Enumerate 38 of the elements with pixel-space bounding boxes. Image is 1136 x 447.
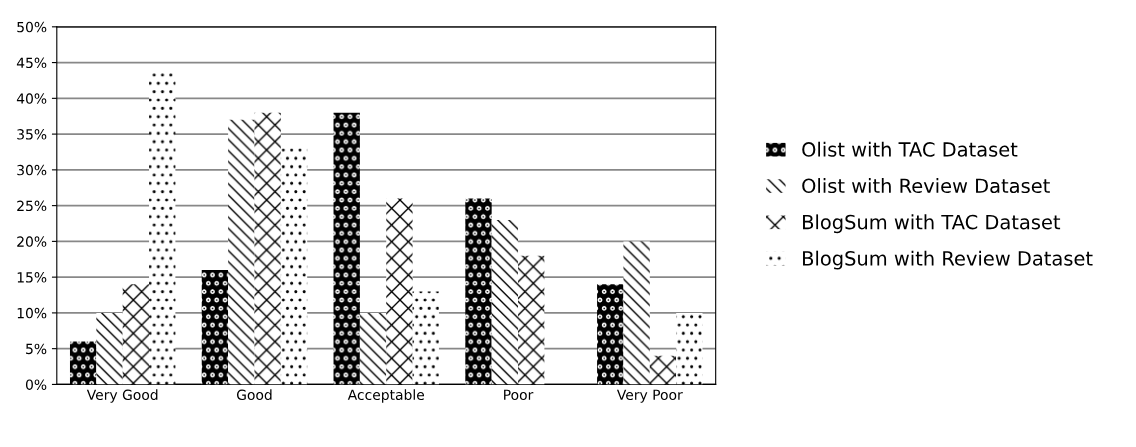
bar <box>465 198 492 385</box>
y-tick-label: 30% <box>17 164 47 176</box>
bar <box>69 341 97 385</box>
bar <box>201 269 229 385</box>
x-tick-label: Good <box>236 389 272 401</box>
y-tick-label: 25% <box>17 200 47 212</box>
y-tick-label: 10% <box>17 307 47 319</box>
bar <box>676 312 703 385</box>
y-tick-label: 15% <box>17 272 47 283</box>
bar <box>649 355 677 385</box>
y-tick-label: 45% <box>16 57 47 69</box>
bar <box>254 112 281 385</box>
bar <box>359 312 387 385</box>
bar <box>228 119 255 385</box>
x-tick-label: Very Good <box>86 389 158 403</box>
bar <box>623 241 650 385</box>
y-tick-label: 20% <box>17 236 47 247</box>
bar <box>122 284 150 385</box>
x-tick-label: Acceptable <box>347 389 425 403</box>
bar <box>412 291 439 385</box>
legend-label: BlogSum with TAC Dataset <box>803 214 1061 234</box>
x-tick-label: Poor <box>504 389 534 401</box>
x-tick-label: Very Poor <box>616 389 683 403</box>
bar <box>518 255 545 385</box>
y-tick-label: 0% <box>25 379 47 390</box>
legend-label: BlogSum with Review Dataset <box>803 250 1093 270</box>
bar <box>280 148 308 385</box>
bar <box>96 312 123 385</box>
y-tick-label: 5% <box>26 343 47 355</box>
y-tick-label: 40% <box>16 93 47 104</box>
y-tick-label: 50% <box>17 21 47 33</box>
bar <box>386 198 413 385</box>
bar <box>491 219 519 385</box>
legend-label: Olist with TAC Dataset <box>802 141 1018 157</box>
bar <box>597 284 624 385</box>
legend-label: Olist with Review Dataset <box>802 178 1050 194</box>
bar <box>333 112 360 385</box>
y-tick-label: 35% <box>17 129 47 140</box>
